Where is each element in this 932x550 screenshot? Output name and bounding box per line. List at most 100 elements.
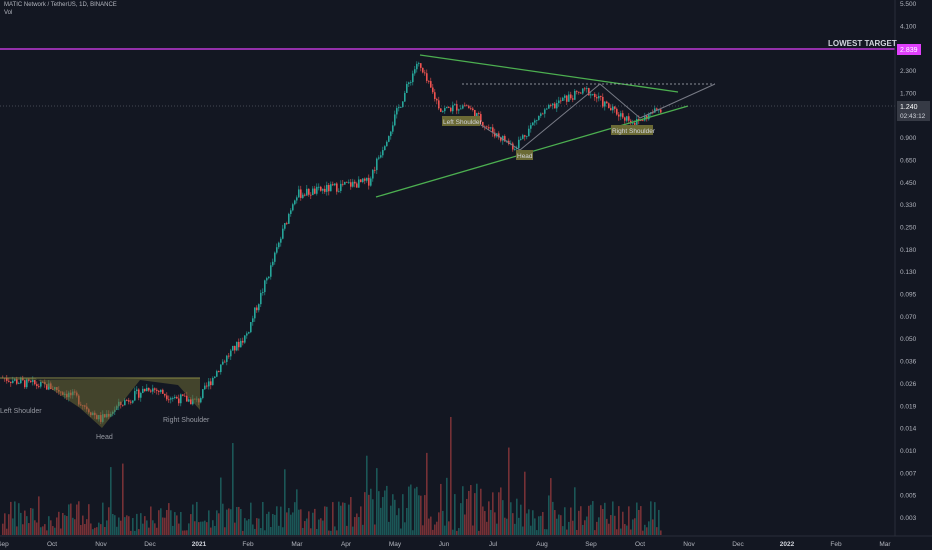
volume-bar	[594, 530, 596, 535]
volume-bar	[12, 518, 14, 535]
volume-bar	[428, 518, 430, 535]
volume-bar	[518, 517, 520, 535]
x-tick-labels: Sep Oct Nov Dec 2021 Feb Mar Apr May Jun Jul Aug Sep…	[0, 541, 891, 548]
candle-body	[152, 388, 154, 392]
volume-bar	[44, 524, 46, 535]
volume-bar	[560, 515, 562, 535]
candle-body	[24, 380, 26, 388]
volume-bar	[448, 521, 450, 535]
volume-bar	[400, 528, 402, 535]
candle-body	[14, 379, 16, 381]
y-tick-label: 0.005	[900, 493, 917, 500]
volume-bar	[304, 521, 306, 535]
volume-bar	[450, 416, 452, 535]
volume-bar	[316, 528, 318, 535]
candle-body	[424, 72, 426, 74]
candle-body	[444, 108, 446, 112]
volume-bar	[600, 505, 602, 535]
candle-body	[528, 128, 530, 137]
candle-body	[336, 183, 338, 192]
candle-body	[570, 94, 572, 99]
volume-bar	[138, 529, 140, 535]
x-tick-label: 2022	[780, 541, 795, 548]
volume-bar	[572, 520, 574, 535]
volume-bar	[430, 516, 432, 535]
candle-body	[278, 242, 280, 248]
volume-bar	[246, 520, 248, 535]
candle-body	[304, 194, 306, 196]
x-tick-label: Feb	[242, 541, 254, 548]
candle-body	[164, 393, 166, 396]
volume-bar	[156, 527, 158, 535]
candle-body	[458, 109, 460, 111]
volume-bar	[488, 501, 490, 535]
price-axis[interactable]	[895, 0, 932, 536]
y-tick-label: 0.070	[900, 314, 917, 321]
volume-bar	[234, 522, 236, 535]
candle-body	[394, 114, 396, 126]
candle-body	[290, 210, 292, 214]
candle-body	[632, 122, 634, 124]
volume-bar	[548, 495, 550, 535]
target-label: LOWEST TARGET	[828, 39, 897, 48]
candle-body	[590, 94, 592, 96]
candle-body	[302, 194, 304, 198]
volume-bar	[372, 499, 374, 535]
volume-bar	[14, 501, 16, 535]
volume-bar	[478, 530, 480, 535]
volume-bar	[4, 513, 6, 535]
volume-bar	[260, 528, 262, 535]
candle-body	[124, 400, 126, 406]
y-tick-label: 5.500	[900, 1, 917, 8]
volume-bar	[636, 502, 638, 535]
label-head-2: Head	[517, 153, 533, 160]
volume-bar	[370, 488, 372, 535]
x-tick-label: Oct	[635, 541, 645, 548]
volume-bar	[118, 517, 120, 535]
candle-body	[540, 113, 542, 116]
volume-bar	[228, 508, 230, 535]
candle-body	[18, 383, 20, 384]
candle-body	[598, 95, 600, 99]
candle-body	[168, 399, 170, 401]
candle-body	[490, 127, 492, 129]
candle-body	[552, 103, 554, 106]
volume-bar	[80, 524, 82, 535]
y-tick-label: 0.900	[900, 135, 917, 142]
volume-bar	[588, 505, 590, 535]
volume-bar	[442, 510, 444, 535]
volume-bar	[26, 516, 28, 535]
volume-bar	[336, 530, 338, 535]
volume-bar	[176, 515, 178, 535]
candle-body	[318, 186, 320, 188]
candle-body	[562, 97, 564, 101]
volume-bar	[446, 477, 448, 535]
candle-body	[186, 395, 188, 402]
volume-bar	[32, 508, 34, 535]
volume-bar	[634, 518, 636, 535]
volume-bar	[218, 513, 220, 535]
candle-body	[384, 146, 386, 151]
candle-body	[612, 106, 614, 111]
volume-bar	[188, 523, 190, 535]
volume-bar	[500, 487, 502, 535]
candle-body	[456, 104, 458, 111]
candle-body	[346, 181, 348, 183]
volume-bar	[162, 517, 164, 535]
volume-bar	[362, 524, 364, 535]
volume-bar	[538, 516, 540, 535]
x-tick-label: Apr	[341, 541, 352, 548]
candle-body	[344, 181, 346, 185]
y-tick-label: 0.050	[900, 336, 917, 343]
candle-body	[188, 399, 190, 402]
candle-body	[256, 307, 258, 311]
candle-body	[338, 190, 340, 192]
volume-bar	[60, 528, 62, 535]
volume-bar	[38, 496, 40, 535]
candle-body	[610, 108, 612, 111]
volume-bar	[266, 513, 268, 535]
volume-bar	[368, 494, 370, 535]
time-axis[interactable]	[0, 536, 932, 550]
volume-bar	[330, 530, 332, 535]
